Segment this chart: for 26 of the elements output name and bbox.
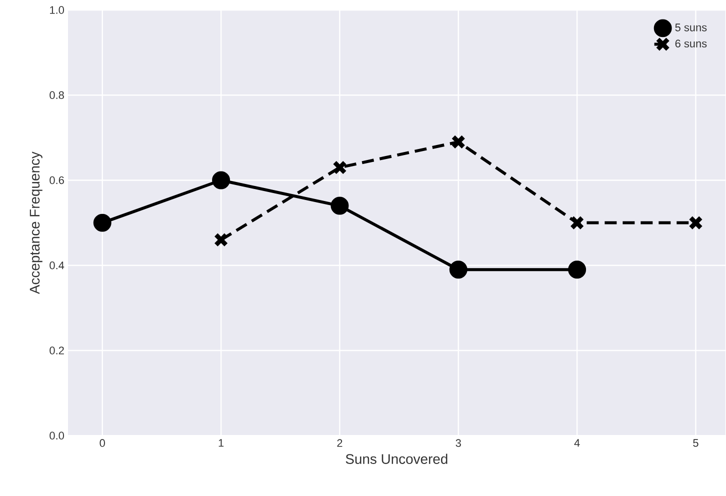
legend-label: 6 suns xyxy=(675,40,707,48)
point xyxy=(570,216,584,230)
y-tick-label: 1.0 xyxy=(50,6,64,14)
x-tick-label: 3 xyxy=(456,439,461,448)
y-tick-label: 0.0 xyxy=(50,432,64,440)
point xyxy=(212,171,230,190)
point xyxy=(93,214,112,232)
x-tick-label: 0 xyxy=(100,439,105,448)
y-tick-label: 0.4 xyxy=(50,262,64,270)
y-axis-title: Acceptance Frequency xyxy=(30,152,42,294)
point xyxy=(330,196,349,215)
legend-label: 5 suns xyxy=(675,24,707,32)
point xyxy=(568,260,586,279)
point xyxy=(214,232,228,248)
x-axis-title: Suns Uncovered xyxy=(346,454,448,464)
y-tick-label: 0.6 xyxy=(50,176,64,184)
y-tick-label: 0.8 xyxy=(50,91,64,100)
x-tick-label: 4 xyxy=(574,439,580,447)
x-tick-label: 2 xyxy=(337,439,342,447)
y-tick-label: 0.2 xyxy=(50,346,64,355)
point xyxy=(332,160,347,175)
point xyxy=(688,216,703,230)
point xyxy=(451,134,466,150)
point xyxy=(449,260,468,279)
x-tick-label: 5 xyxy=(693,439,698,447)
x-tick-label: 1 xyxy=(218,439,224,447)
